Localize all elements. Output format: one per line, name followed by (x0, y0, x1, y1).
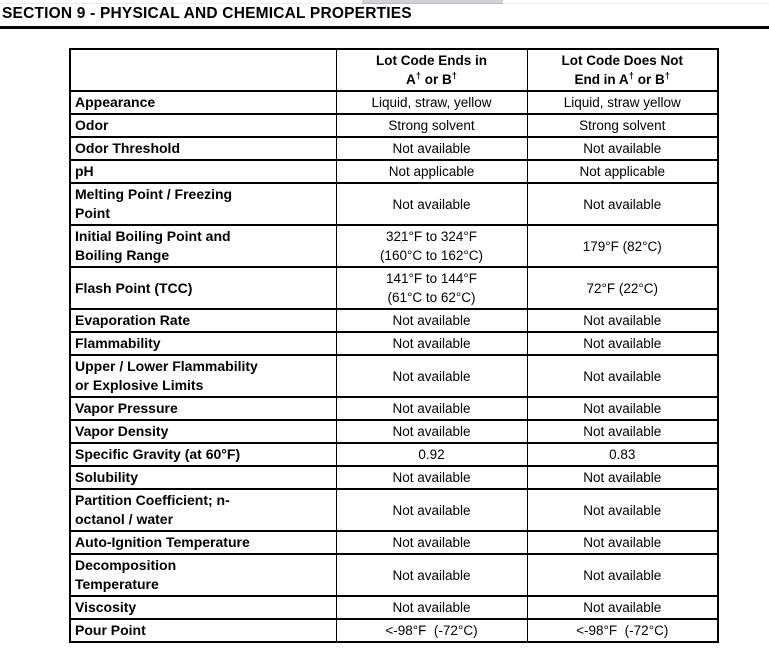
value-cell-lot-ends: 0.92 (335, 442, 528, 467)
table-header-row: Lot Code Ends in A† or B† Lot Code Does N… (69, 48, 719, 92)
table-row: Vapor Density Not available Not available (69, 419, 719, 444)
property-name-cell: Viscosity (69, 595, 337, 620)
value-cell-lot-does-not-end: Not available (526, 136, 719, 161)
value-cell-lot-does-not-end: Strong solvent (526, 113, 719, 138)
table-row: Melting Point / Freezing Point Not availab… (69, 182, 719, 226)
value-cell-lot-does-not-end: Liquid, straw yellow (526, 90, 719, 115)
value-cell-lot-does-not-end: Not available (526, 331, 719, 356)
property-name-cell: Flammability (69, 331, 337, 356)
value-cell-lot-does-not-end: 179°F (82°C) (526, 224, 719, 268)
value-cell-lot-does-not-end: Not available (526, 553, 719, 597)
header-lot-code-does-not-end-cell: Lot Code Does Not End in A† or B† (526, 48, 719, 92)
value-cell-lot-ends: Not available (335, 182, 528, 226)
header-property-cell (69, 48, 337, 92)
value-cell-lot-does-not-end: Not available (526, 465, 719, 490)
value-cell-lot-ends: Not available (335, 553, 528, 597)
value-cell-lot-ends: Strong solvent (335, 113, 528, 138)
value-cell-lot-does-not-end: Not available (526, 182, 719, 226)
value-cell-lot-does-not-end: Not available (526, 308, 719, 333)
table-row: Partition Coefficient; n-octanol / water… (69, 488, 719, 532)
table-row: Upper / Lower Flammability or Explosive L… (69, 354, 719, 398)
value-cell-lot-does-not-end: Not available (526, 419, 719, 444)
header-lot-code-ends-cell: Lot Code Ends in A† or B† (335, 48, 528, 92)
value-cell-lot-does-not-end: <-98°F (-72°C) (526, 618, 719, 643)
property-name-cell: Partition Coefficient; n-octanol / water (69, 488, 337, 532)
property-name-cell: Specific Gravity (at 60°F) (69, 442, 337, 467)
value-cell-lot-ends: Not available (335, 419, 528, 444)
properties-table: Lot Code Ends in A† or B† Lot Code Does N… (69, 48, 719, 643)
table-row: Pour Point <-98°F (-72°C) <-98°F (-72°C) (69, 618, 719, 643)
table-row: Auto-Ignition Temperature Not available No… (69, 530, 719, 555)
property-name-cell: Initial Boiling Point and Boiling Range (69, 224, 337, 268)
scrollbar-thumb-fragment[interactable] (362, 0, 503, 4)
table-row: Decomposition Temperature Not available Not… (69, 553, 719, 597)
value-cell-lot-ends: Not available (335, 331, 528, 356)
value-cell-lot-ends: Not available (335, 136, 528, 161)
property-name-cell: Upper / Lower Flammability or Explosive L… (69, 354, 337, 398)
value-cell-lot-does-not-end: Not available (526, 530, 719, 555)
table-row: Initial Boiling Point and Boiling Range 32… (69, 224, 719, 268)
value-cell-lot-does-not-end: Not available (526, 354, 719, 398)
value-cell-lot-does-not-end: Not applicable (526, 159, 719, 184)
property-name-cell: pH (69, 159, 337, 184)
value-cell-lot-ends: Not available (335, 465, 528, 490)
value-cell-lot-does-not-end: Not available (526, 396, 719, 421)
table-row: Vapor Pressure Not available Not available (69, 396, 719, 421)
value-cell-lot-ends: Not available (335, 354, 528, 398)
property-name-cell: Solubility (69, 465, 337, 490)
table-row: Odor Threshold Not available Not available (69, 136, 719, 161)
table-row: Specific Gravity (at 60°F) 0.92 0.83 (69, 442, 719, 467)
section-title: SECTION 9 - PHYSICAL AND CHEMICAL PROPER… (2, 5, 412, 22)
value-cell-lot-ends: Not available (335, 396, 528, 421)
property-name-cell: Vapor Density (69, 419, 337, 444)
table-row: Solubility Not available Not available (69, 465, 719, 490)
table-row: Viscosity Not available Not available (69, 595, 719, 620)
value-cell-lot-ends: 321°F to 324°F (160°C to 162°C) (335, 224, 528, 268)
table-row: Flammability Not available Not available (69, 331, 719, 356)
property-name-cell: Vapor Pressure (69, 396, 337, 421)
property-name-cell: Pour Point (69, 618, 337, 643)
property-name-cell: Flash Point (TCC) (69, 266, 337, 310)
section-header: SECTION 9 - PHYSICAL AND CHEMICAL PROPER… (0, 0, 769, 29)
value-cell-lot-ends: Not available (335, 595, 528, 620)
property-name-cell: Decomposition Temperature (69, 553, 337, 597)
property-name-cell: Odor (69, 113, 337, 138)
value-cell-lot-ends: Not available (335, 488, 528, 532)
value-cell-lot-does-not-end: Not available (526, 595, 719, 620)
value-cell-lot-ends: Liquid, straw, yellow (335, 90, 528, 115)
property-name-cell: Auto-Ignition Temperature (69, 530, 337, 555)
value-cell-lot-does-not-end: 0.83 (526, 442, 719, 467)
value-cell-lot-does-not-end: 72°F (22°C) (526, 266, 719, 310)
value-cell-lot-ends: <-98°F (-72°C) (335, 618, 528, 643)
table-row: pH Not applicable Not applicable (69, 159, 719, 184)
top-divider (0, 0, 769, 4)
value-cell-lot-ends: Not applicable (335, 159, 528, 184)
table-row: Appearance Liquid, straw, yellow Liquid, s… (69, 90, 719, 115)
table-row: Evaporation Rate Not available Not availab… (69, 308, 719, 333)
property-name-cell: Odor Threshold (69, 136, 337, 161)
property-name-cell: Appearance (69, 90, 337, 115)
properties-table-body: Appearance Liquid, straw, yellow Liquid, s… (69, 90, 719, 643)
property-name-cell: Evaporation Rate (69, 308, 337, 333)
value-cell-lot-ends: Not available (335, 530, 528, 555)
table-row: Odor Strong solvent Strong solvent (69, 113, 719, 138)
table-row: Flash Point (TCC) 141°F to 144°F (61°C to … (69, 266, 719, 310)
value-cell-lot-ends: 141°F to 144°F (61°C to 62°C) (335, 266, 528, 310)
property-name-cell: Melting Point / Freezing Point (69, 182, 337, 226)
value-cell-lot-does-not-end: Not available (526, 488, 719, 532)
value-cell-lot-ends: Not available (335, 308, 528, 333)
